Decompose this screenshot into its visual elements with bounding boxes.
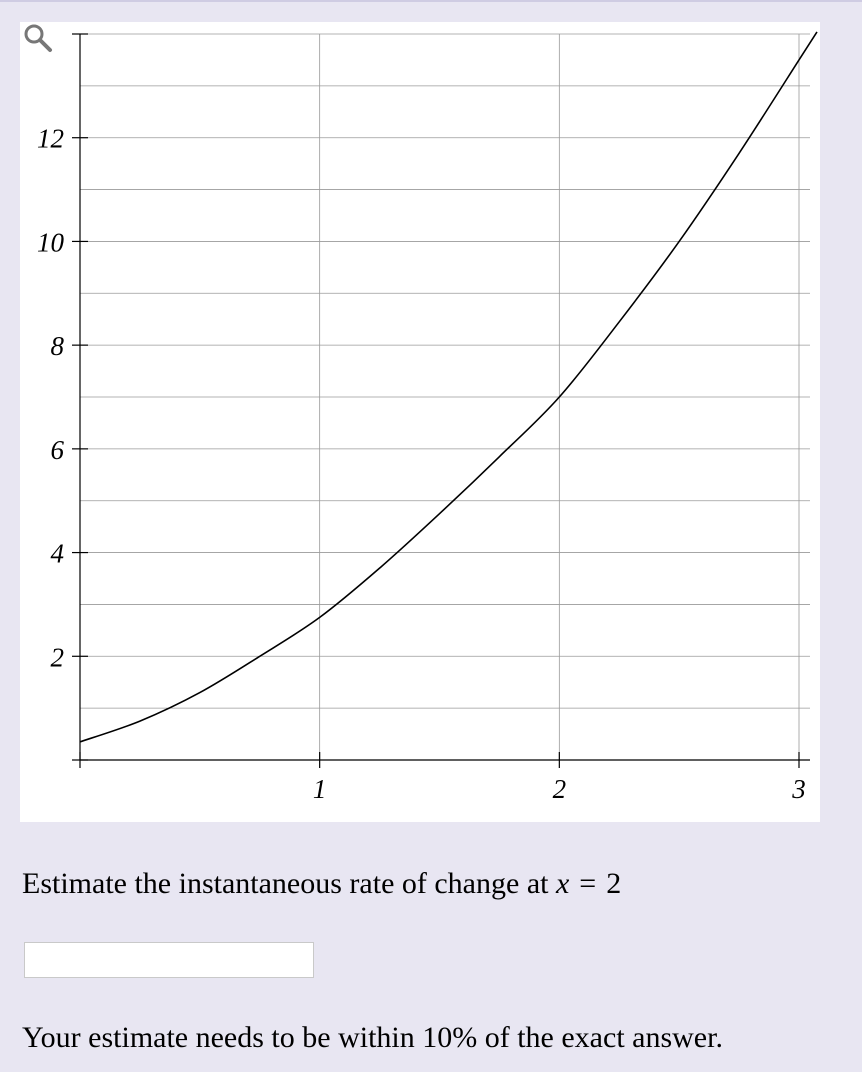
tolerance-note: Your estimate needs to be within 10% of … <box>22 1021 723 1054</box>
y-tick-label: 10 <box>37 227 65 257</box>
y-tick-label: 2 <box>51 642 65 672</box>
x-tick-label: 3 <box>791 774 806 804</box>
y-tick-label: 4 <box>51 539 65 569</box>
graph-panel: 2 4 6 8 10 12 1 2 3 <box>20 22 820 822</box>
question-text: Estimate the instantaneous rate of chang… <box>22 867 549 900</box>
math-variable: x <box>555 867 570 900</box>
y-tick-label: 8 <box>51 331 65 361</box>
x-tick-label: 2 <box>553 774 567 804</box>
magnifier-icon[interactable] <box>20 22 54 54</box>
question-prompt: Estimate the instantaneous rate of chang… <box>22 864 621 904</box>
math-operator: = <box>579 867 597 900</box>
y-tick-label: 12 <box>37 124 64 154</box>
x-tick-label: 1 <box>313 774 327 804</box>
function-curve <box>79 31 818 743</box>
top-divider <box>0 0 862 2</box>
math-value: 2 <box>606 867 622 900</box>
answer-input[interactable] <box>24 942 314 978</box>
y-tick-label: 6 <box>51 435 65 465</box>
